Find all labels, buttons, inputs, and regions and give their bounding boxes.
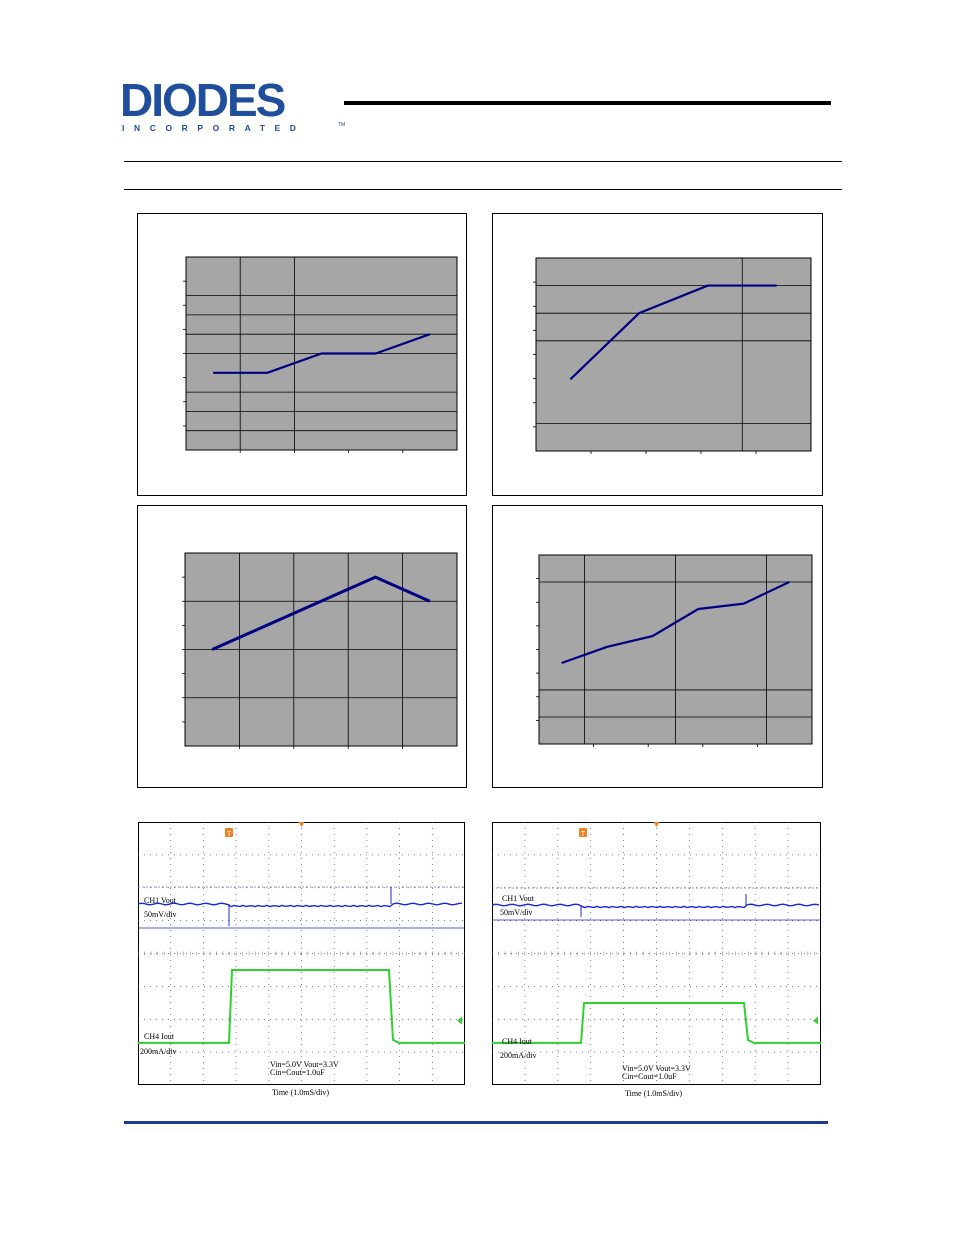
- section-rule-top: [124, 161, 842, 162]
- chart-panel-3: [137, 505, 467, 788]
- scope-capture-1: T CH1 Vout 50mV/div CH4 Iout 200mA/div V…: [137, 822, 466, 1085]
- scope-1-ch4-scale: 200mA/div: [140, 1047, 177, 1056]
- trigger-position-icon: [298, 822, 305, 827]
- scope-2-time-label: Time (1.0mS/div): [625, 1089, 683, 1098]
- trigger-marker-label: T: [581, 831, 586, 838]
- scope-1-conditions-1: Vin=5.0V Vout=3.3V: [270, 1060, 339, 1069]
- chart-panel-2: [492, 213, 823, 496]
- chart-panel-4: [492, 505, 823, 788]
- logo-trademark: TM: [338, 122, 345, 128]
- scope-2-ch4-scale: 200mA/div: [500, 1051, 537, 1060]
- scope-2-conditions-2: Cin=Cout=1.0uF: [622, 1072, 677, 1081]
- ch1-trace: [491, 903, 820, 909]
- diodes-logo: DIODES INCORPORATED TM: [120, 74, 348, 133]
- logo-subtext: INCORPORATED: [122, 123, 306, 132]
- scope-2-ch1-scale: 50mV/div: [500, 908, 533, 917]
- ch4-level-marker: [457, 1016, 462, 1025]
- chart-panel-1: [137, 213, 467, 496]
- trigger-marker: [225, 828, 233, 837]
- ch1-trace: [137, 902, 463, 908]
- scope-1-ch1-scale: 50mV/div: [144, 910, 177, 919]
- footer-rule: [124, 1121, 828, 1124]
- trigger-position-icon: [653, 822, 660, 827]
- chart-4: [536, 554, 813, 747]
- plot-area: [535, 257, 812, 452]
- ch4-level-marker: [813, 1016, 818, 1025]
- scope-1-ch1-label: CH1 Vout: [144, 896, 176, 905]
- scope-1-ch4-label: CH4 Iout: [144, 1032, 174, 1041]
- section-rule-bottom: [124, 189, 842, 190]
- chart-3: [182, 552, 458, 749]
- chart-2: [533, 257, 812, 454]
- scope-2-conditions-1: Vin=5.0V Vout=3.3V: [622, 1064, 691, 1073]
- series-line: [561, 581, 790, 665]
- ch4-trace: [492, 1002, 821, 1044]
- trigger-marker-label: T: [227, 831, 232, 838]
- ch4-trace: [138, 969, 465, 1044]
- trigger-marker: [579, 828, 587, 837]
- series-line: [569, 284, 777, 381]
- scope-2-screen: T: [491, 822, 822, 1085]
- scope-1-time-label: Time (1.0mS/div): [272, 1088, 330, 1097]
- scope-1-conditions-2: Cin=Cout=1.0uF: [270, 1068, 325, 1077]
- scope-2-ch1-label: CH1 Vout: [502, 894, 534, 903]
- diodes-logo-graphic: DIODES INCORPORATED TM: [120, 74, 345, 133]
- logo-wordmark: DIODES: [120, 76, 285, 126]
- chart-1: [183, 256, 458, 453]
- header-rule: [344, 101, 831, 105]
- scope-1-screen: T: [137, 822, 466, 1085]
- scope-2-ch4-label: CH4 Iout: [502, 1037, 532, 1046]
- scope-capture-2: T CH1 Vout 50mV/div CH4 Iout 200mA/div V…: [491, 822, 822, 1085]
